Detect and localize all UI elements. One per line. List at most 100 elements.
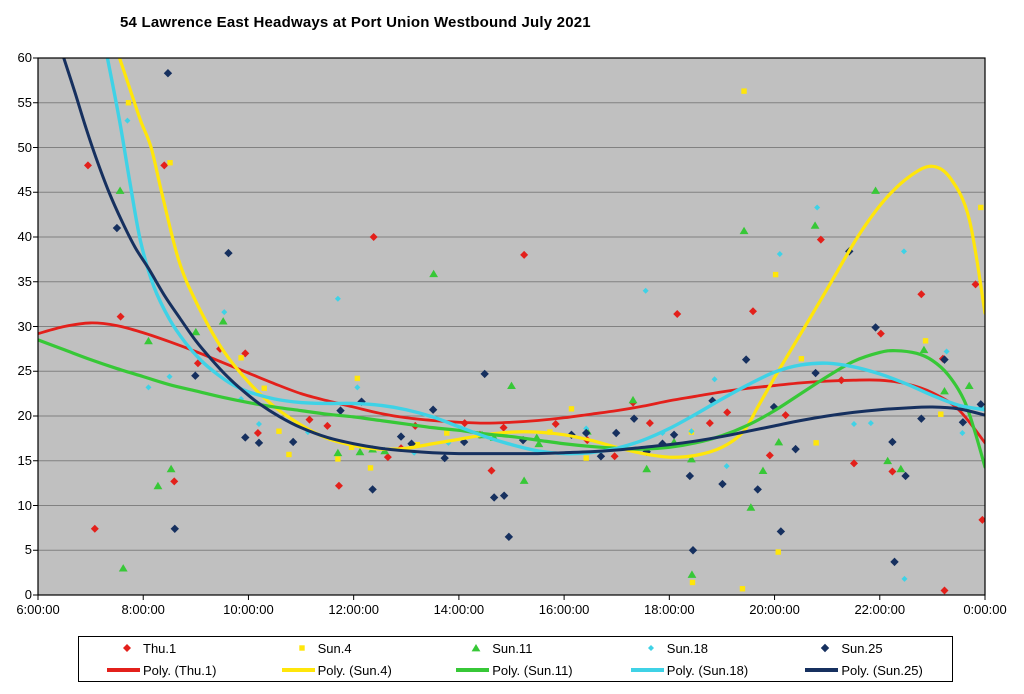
data-point-Sun.11 xyxy=(758,466,768,474)
data-point-Sun.25 xyxy=(669,430,679,439)
y-axis-label: 50 xyxy=(17,139,32,155)
data-point-Sun.25 xyxy=(396,432,406,441)
data-point-Sun.11 xyxy=(153,481,163,490)
data-point-Sun.25 xyxy=(940,355,949,364)
x-axis-label: 6:00:00 xyxy=(16,602,60,617)
data-point-Thu.1 xyxy=(978,515,985,524)
data-point-Thu.1 xyxy=(334,481,343,490)
data-point-Sun.4 xyxy=(938,411,944,417)
series-Sun.11-points xyxy=(115,186,974,578)
x-axis-label: 14:00:00 xyxy=(433,602,485,617)
data-point-Sun.25 xyxy=(708,396,717,405)
legend-row-markers: Thu.1 Sun.4 Sun.11 Sun.18 Sun.25 xyxy=(79,637,952,659)
y-axis-label: 15 xyxy=(17,452,32,468)
legend-label: Thu.1 xyxy=(143,640,177,656)
data-point-Sun.18 xyxy=(943,348,950,355)
legend-item-Sun.11: Sun.11 xyxy=(428,637,603,659)
data-point-Sun.25 xyxy=(776,527,786,536)
data-point-Sun.18 xyxy=(959,430,966,437)
data-point-Sun.4 xyxy=(167,160,173,166)
data-point-Thu.1 xyxy=(673,309,682,318)
data-point-Sun.25 xyxy=(811,368,820,378)
data-point-Sun.18 xyxy=(124,117,131,124)
x-axis-label: 12:00:00 xyxy=(328,602,379,617)
x-axis-label: 18:00:00 xyxy=(644,602,695,617)
data-point-Sun.25 xyxy=(958,418,968,427)
data-point-Sun.25 xyxy=(336,406,345,415)
data-point-Sun.11 xyxy=(628,395,638,404)
data-point-Sun.25 xyxy=(718,479,727,489)
data-point-Sun.25 xyxy=(288,437,298,447)
triangle-marker-icon xyxy=(471,644,481,652)
legend-item-Sun.25: Sun.25 xyxy=(777,637,952,659)
x-axis-label: 20:00:00 xyxy=(749,602,800,617)
legend-row-trendlines: Poly. (Thu.1) Poly. (Sun.4) Poly. (Sun.11)… xyxy=(79,659,952,681)
y-axis-label: 20 xyxy=(17,408,32,423)
data-point-Sun.4 xyxy=(813,440,819,446)
data-point-Thu.1 xyxy=(971,280,980,289)
data-point-Sun.18 xyxy=(901,575,908,582)
data-point-Sun.25 xyxy=(596,452,606,461)
data-point-Thu.1 xyxy=(876,329,885,338)
trendline-Poly. (Sun.25) xyxy=(62,58,985,456)
data-point-Sun.25 xyxy=(428,405,438,414)
y-axis-label: 5 xyxy=(24,542,32,558)
data-point-Sun.4 xyxy=(261,385,267,391)
legend-label: Poly. (Sun.11) xyxy=(492,662,573,678)
data-point-Sun.4 xyxy=(238,355,244,361)
legend-label: Poly. (Thu.1) xyxy=(143,662,217,678)
y-axis-label: 0 xyxy=(24,587,32,602)
legend-label: Poly. (Sun.18) xyxy=(666,662,749,678)
legend-item-Sun.4: Sun.4 xyxy=(254,637,429,659)
legend: Thu.1 Sun.4 Sun.11 Sun.18 Sun.25 Poly. (Thu.1… xyxy=(78,636,953,682)
data-point-Sun.11 xyxy=(810,221,820,229)
data-point-Thu.1 xyxy=(551,420,560,429)
data-point-Sun.25 xyxy=(611,428,621,438)
legend-label: Sun.18 xyxy=(666,640,708,656)
series-Sun.25-points xyxy=(112,69,985,567)
legend-label: Sun.25 xyxy=(841,640,883,656)
x-axis-label: 22:00:00 xyxy=(854,602,906,617)
data-point-Sun.11 xyxy=(519,476,529,484)
data-point-Thu.1 xyxy=(116,312,125,321)
legend-label: Poly. (Sun.25) xyxy=(841,662,923,678)
data-point-Sun.18 xyxy=(334,295,341,302)
data-point-Thu.1 xyxy=(383,453,392,462)
series-Sun.4-points xyxy=(125,88,984,592)
trendline-swatch-icon xyxy=(107,668,140,672)
data-point-Sun.25 xyxy=(888,437,897,447)
data-point-Sun.25 xyxy=(582,428,591,438)
data-point-Sun.18 xyxy=(723,463,730,470)
data-point-Sun.4 xyxy=(922,338,929,344)
data-point-Sun.11 xyxy=(896,464,906,473)
chart-title: 54 Lawrence East Headways at Port Union … xyxy=(120,14,591,31)
data-point-Sun.25 xyxy=(890,557,899,567)
diamond-marker-icon xyxy=(123,644,131,652)
data-point-Sun.11 xyxy=(118,564,128,572)
data-point-Thu.1 xyxy=(323,421,332,430)
data-point-Sun.25 xyxy=(499,491,509,500)
data-point-Thu.1 xyxy=(499,423,508,432)
data-point-Thu.1 xyxy=(305,415,314,424)
data-point-Sun.11 xyxy=(964,381,974,389)
data-point-Sun.11 xyxy=(774,437,784,446)
data-point-Sun.25 xyxy=(791,444,800,454)
data-point-Sun.25 xyxy=(163,69,173,78)
data-point-Sun.25 xyxy=(917,414,926,423)
data-point-Sun.4 xyxy=(354,375,361,382)
data-point-Thu.1 xyxy=(816,235,825,244)
data-point-Sun.25 xyxy=(480,369,489,379)
data-point-Sun.11 xyxy=(355,447,365,456)
y-axis-label: 40 xyxy=(17,229,32,244)
data-point-Thu.1 xyxy=(170,477,179,486)
data-point-Sun.25 xyxy=(753,485,762,494)
data-point-Sun.18 xyxy=(166,373,173,380)
data-point-Sun.18 xyxy=(814,204,821,211)
data-point-Sun.18 xyxy=(688,428,695,435)
data-point-Sun.11 xyxy=(883,456,893,465)
y-axis-label: 60 xyxy=(17,50,32,65)
data-point-Sun.25 xyxy=(871,323,880,332)
data-point-Sun.4 xyxy=(335,456,341,462)
data-point-Sun.4 xyxy=(276,428,282,434)
data-point-Sun.18 xyxy=(776,251,783,258)
